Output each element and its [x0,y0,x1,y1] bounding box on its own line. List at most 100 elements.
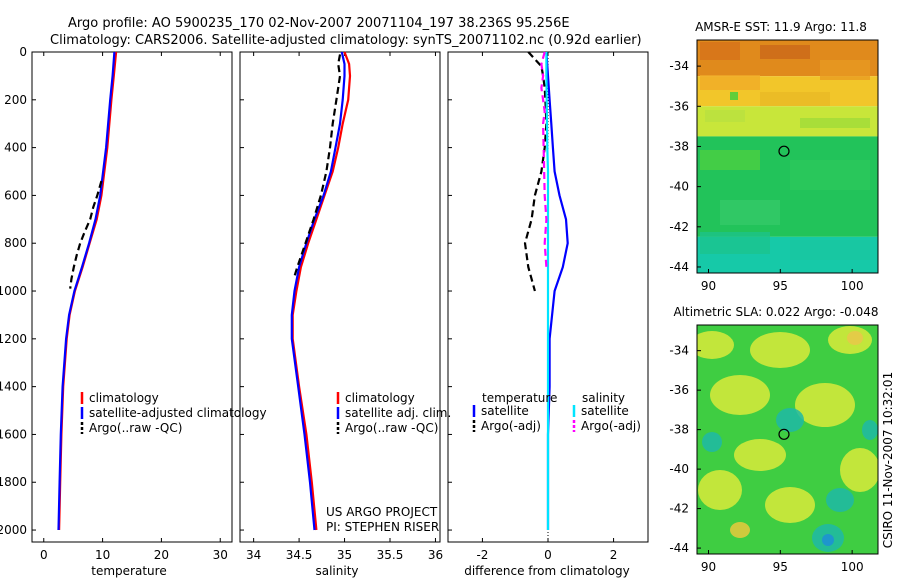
map-x-tick-label: 95 [773,560,788,574]
sla-texture [795,383,855,427]
depth-tick-label: 600 [4,188,27,202]
map-y-tick-label: -40 [669,462,689,476]
legend-label-sal-satellite: satellite [581,404,629,418]
legend-label-climatology: climatology [89,391,159,405]
x-tick-label: 35.5 [377,548,404,562]
sst-texture [700,42,740,60]
series-temperature-satellite [545,51,569,530]
legend-title-salinity: salinity [582,391,625,405]
series-satellite-adj-clim [290,51,346,531]
depth-tick-labels: 0 200 400 600 800 1000 1200 1400 1600 1800 2000 [0,45,452,537]
difference-plot: -2 0 2 [476,51,618,562]
x-tick-label: 0 [40,548,48,562]
depth-tick-label: 1800 [0,475,27,489]
depth-tick-label: 2000 [0,523,27,537]
series-climatology [291,51,352,531]
sla-tick-labels: 90 95 100 -34 -36 -38 -40 -42 -44 [669,344,863,574]
depth-tick-label: 0 [19,45,27,59]
sst-texture [700,150,760,170]
csiro-credit: CSIRO 11-Nov-2007 10:32:01 [881,372,895,548]
temperature-xlabel: temperature [91,564,166,578]
sla-map-frame [696,324,879,555]
map-y-tick-label: -38 [669,139,689,153]
project-pi: PI: STEPHEN RISER [326,520,439,534]
legend-title-temperature: temperature [482,391,557,405]
map-x-tick-label: 90 [701,279,716,293]
sst-heatmap [697,40,878,273]
sst-texture [705,110,745,122]
map-y-tick-label: -44 [669,541,689,555]
header-line2: Climatology: CARS2006. Satellite-adjuste… [50,33,642,48]
sst-map-frame [696,39,879,274]
map-y-tick-label: -36 [669,99,689,113]
map-y-tick-label: -42 [669,502,689,516]
depth-tick-label: 800 [4,236,27,250]
salinity-axes [239,51,441,543]
sla-texture [710,375,770,415]
series-temperature-argo-adj [523,51,548,292]
x-tick-label: 30 [213,548,228,562]
legend-label-satellite: satellite adj. clim. [345,406,451,420]
legend-label-temp-argo: Argo(-adj) [481,419,541,433]
series-satellite-adjusted-climatology [57,51,116,531]
x-tick-label: 20 [154,548,169,562]
map-y-tick-label: -36 [669,383,689,397]
legend-label-temp-satellite: satellite [481,404,529,418]
sst-texture [730,92,738,100]
depth-tick-label: 1000 [0,284,27,298]
header-line1: Argo profile: AO 5900235_170 02-Nov-2007… [68,16,570,31]
x-tick-label: 0 [544,548,552,562]
series-argo-raw-qc [292,54,342,280]
series-argo-raw-qc [69,180,103,289]
argo-float-marker [778,428,790,440]
sla-texture [750,332,810,368]
legend-label-climatology: climatology [345,391,415,405]
sst-texture [820,60,870,80]
depth-tick-label: 1200 [0,332,27,346]
legend-label-argo: Argo(..raw -QC) [89,421,182,435]
legend-label-argo: Argo(..raw -QC) [345,421,438,435]
depth-tick-label: 1600 [0,427,27,441]
map-x-tick-label: 90 [701,560,716,574]
x-tick-label: 10 [95,548,110,562]
x-tick-label: 34 [246,548,261,562]
sst-texture [760,45,810,59]
x-tick-label: 36 [428,548,443,562]
temperature-plot: 0 10 20 30 [40,51,228,562]
depth-tick-label: 1400 [0,380,27,394]
x-tick-label: 34.5 [286,548,313,562]
sla-texture [730,522,750,538]
series-salinity-argo-adj [540,51,548,268]
sla-texture [826,488,854,512]
x-tick-label: 2 [610,548,618,562]
temperature-legend: climatology satellite-adjusted climatolo… [80,391,267,435]
temperature-axes [31,51,233,543]
depth-tick-label: 200 [4,93,27,107]
map-y-tick-label: -38 [669,423,689,437]
sst-texture [800,118,870,128]
sst-texture [700,75,760,90]
map-y-tick-label: -44 [669,260,689,274]
salinity-xlabel: salinity [315,564,358,578]
series-salinity-satellite [545,52,550,530]
map-x-tick-label: 100 [841,279,864,293]
x-tick-label: 35 [337,548,352,562]
sla-texture [840,448,878,492]
argo-float-marker [778,145,790,157]
map-y-tick-label: -34 [669,344,689,358]
map-x-tick-label: 95 [773,279,788,293]
map-y-tick-label: -40 [669,180,689,194]
depth-tick-label: 400 [4,141,27,155]
difference-legend: temperature salinity satellite Argo(-adj… [472,391,641,433]
sla-texture [847,331,863,345]
sst-texture [720,200,780,225]
sla-texture [776,408,804,432]
project-name: US ARGO PROJECT [326,505,438,519]
sla-texture [822,534,834,546]
salinity-legend: climatology satellite adj. clim. Argo(..… [336,391,451,435]
sla-texture [702,432,722,452]
sst-tick-labels: 90 95 100 -34 -36 -38 -40 -42 -44 [669,59,863,293]
sla-texture [734,439,786,471]
map-y-tick-label: -34 [669,59,689,73]
sst-map-title: AMSR-E SST: 11.9 Argo: 11.8 [695,20,867,34]
